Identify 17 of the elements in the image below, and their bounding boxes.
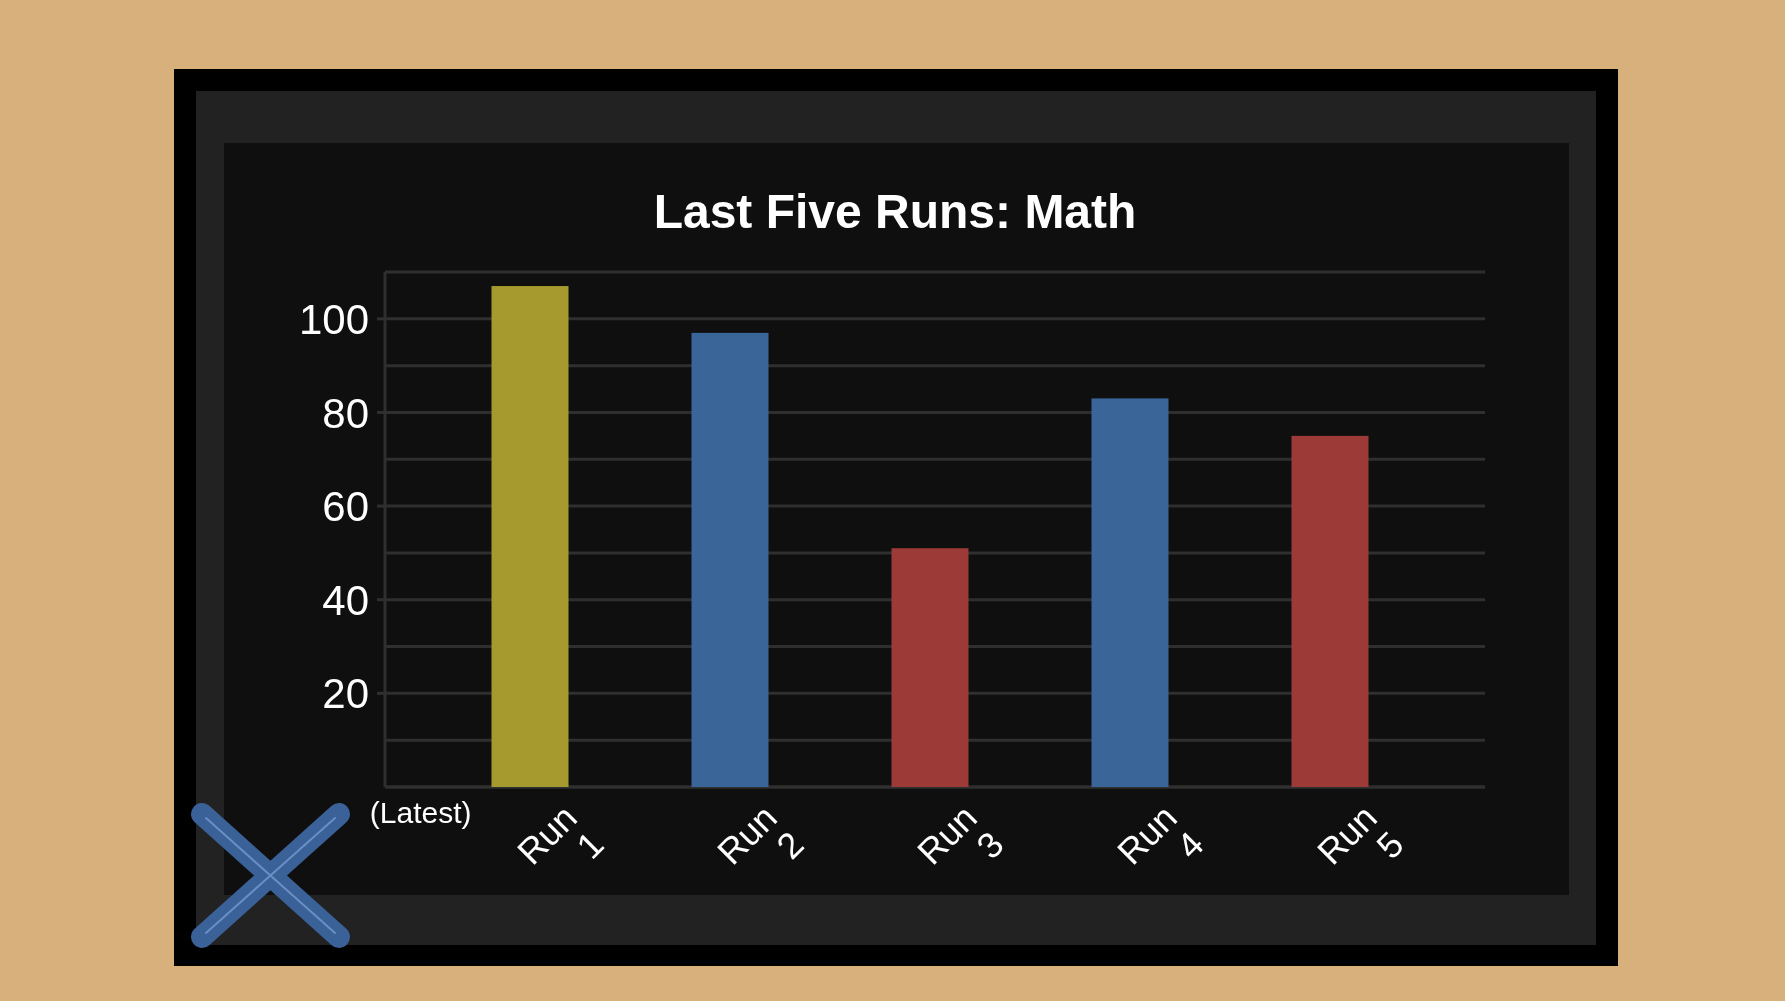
chart-title: Last Five Runs: Math [653, 185, 1137, 238]
bar [491, 286, 569, 787]
y-tick-label: 60 [322, 483, 369, 531]
bar [1091, 398, 1169, 787]
x-tick-label: Run 5 [1309, 796, 1412, 873]
x-tick-label: Run 2 [709, 796, 812, 873]
y-tick-label: 80 [322, 389, 369, 437]
x-tick-label: Run 3 [909, 796, 1012, 873]
x-tick-label: Run 4 [1109, 796, 1212, 873]
bar [1291, 435, 1369, 787]
y-tick-label: 40 [322, 576, 369, 624]
y-tick-label: 20 [322, 670, 369, 718]
bar [691, 332, 769, 787]
text: (Latest) [369, 796, 472, 829]
bar [891, 548, 969, 787]
x-tick-label: Run 1 [509, 796, 612, 873]
y-tick-label: 100 [298, 295, 369, 343]
